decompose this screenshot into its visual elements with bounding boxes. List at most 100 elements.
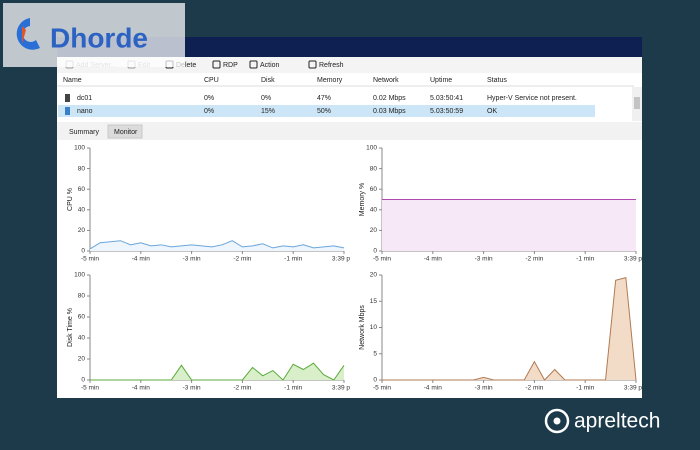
logo-icon-accent (22, 26, 26, 44)
row-highlight (58, 105, 595, 117)
y-tick-label: 20 (78, 356, 86, 363)
table-cell: 47% (317, 95, 331, 102)
column-header[interactable]: Network (373, 77, 399, 84)
brand-icon-dot (553, 417, 561, 425)
toolbar-button[interactable]: Refresh (319, 62, 344, 69)
x-tick-label: -2 min (233, 385, 251, 392)
brand-text: apreltech (574, 410, 660, 433)
area (90, 363, 344, 380)
y-tick-label: 40 (78, 207, 86, 214)
server-icon (65, 94, 70, 102)
x-tick-label: -1 min (576, 256, 594, 263)
y-tick-label: 80 (370, 165, 378, 172)
x-tick-label: -2 min (233, 256, 251, 263)
tab[interactable]: Monitor (114, 129, 138, 136)
tab[interactable]: Summary (69, 129, 99, 136)
column-header[interactable]: Status (487, 77, 507, 84)
y-tick-label: 20 (370, 272, 378, 279)
y-tick-label: 100 (74, 272, 85, 279)
y-tick-label: 10 (370, 324, 378, 331)
table-cell[interactable]: nano (77, 108, 93, 115)
x-tick-label: -3 min (475, 385, 493, 392)
table-cell: 50% (317, 108, 331, 115)
x-tick-label: 3:39 p (332, 385, 350, 392)
column-header[interactable]: Uptime (430, 77, 452, 84)
y-axis-label: Network Mbps (359, 305, 366, 350)
x-tick-label: -5 min (373, 256, 391, 263)
area (382, 199, 636, 251)
y-tick-label: 60 (370, 186, 378, 193)
y-tick-label: 80 (78, 165, 86, 172)
title-bar (57, 37, 642, 57)
x-tick-label: -5 min (81, 256, 99, 263)
column-header[interactable]: Memory (317, 77, 343, 84)
table-cell: 5.03:50:41 (430, 95, 463, 102)
x-tick-label: -5 min (81, 385, 99, 392)
x-tick-label: 3:39 p (332, 256, 350, 263)
x-tick-label: -1 min (284, 256, 302, 263)
toolbar-icon (249, 60, 258, 69)
logo-text: Dhorde (50, 22, 148, 53)
x-tick-label: 3:39 p (624, 385, 642, 392)
brand-icon (544, 408, 570, 434)
column-header[interactable]: Name (63, 77, 82, 84)
table-cell: OK (487, 108, 497, 115)
y-tick-label: 100 (366, 145, 377, 152)
table-cell: 0.03 Mbps (373, 108, 406, 115)
x-tick-label: -2 min (525, 256, 543, 263)
scroll-thumb[interactable] (634, 97, 640, 109)
x-tick-label: -3 min (475, 256, 493, 263)
table-cell: 15% (261, 108, 275, 115)
y-axis-label: Disk Time % (67, 308, 74, 347)
y-tick-label: 5 (373, 350, 377, 357)
y-tick-label: 60 (78, 314, 86, 321)
server-icon (65, 107, 70, 115)
x-tick-label: -3 min (183, 256, 201, 263)
x-tick-label: -3 min (183, 385, 201, 392)
y-axis-label: Memory % (359, 183, 366, 216)
y-tick-label: 15 (370, 298, 378, 305)
tab-strip (57, 122, 642, 140)
y-tick-label: 60 (78, 186, 86, 193)
x-tick-label: -1 min (284, 385, 302, 392)
table-cell: 0.02 Mbps (373, 95, 406, 102)
toolbar-button[interactable]: Action (260, 62, 280, 69)
column-header[interactable]: Disk (261, 77, 275, 84)
table-cell: 5.03:50:59 (430, 108, 463, 115)
series-line (89, 240, 345, 250)
table-cell[interactable]: dc01 (77, 95, 92, 102)
x-tick-label: -4 min (132, 256, 150, 263)
y-tick-label: 40 (78, 335, 86, 342)
y-tick-label: 20 (370, 227, 378, 234)
y-tick-label: 0 (373, 248, 377, 255)
area (382, 277, 636, 380)
table-cell: 0% (204, 108, 214, 115)
column-header[interactable]: CPU (204, 77, 219, 84)
x-tick-label: -5 min (373, 385, 391, 392)
table-cell: 0% (204, 95, 214, 102)
toolbar-button[interactable]: RDP (223, 62, 238, 69)
y-tick-label: 40 (370, 207, 378, 214)
table-cell: 0% (261, 95, 271, 102)
toolbar-icon (212, 60, 221, 69)
y-tick-label: 0 (81, 248, 85, 255)
toolbar-icon (308, 60, 317, 69)
x-tick-label: 3:39 p (624, 256, 642, 263)
y-axis-label: CPU % (67, 188, 74, 211)
x-tick-label: -4 min (424, 256, 442, 263)
y-tick-label: 80 (78, 293, 86, 300)
x-tick-label: -4 min (132, 385, 150, 392)
table-cell: Hyper-V Service not present. (487, 95, 577, 102)
y-tick-label: 20 (78, 227, 86, 234)
x-tick-label: -2 min (525, 385, 543, 392)
x-tick-label: -1 min (576, 385, 594, 392)
y-tick-label: 100 (74, 145, 85, 152)
series-line (382, 276, 637, 381)
toolbar-button[interactable]: Delete (176, 62, 196, 69)
logo-overlay (3, 3, 185, 67)
series-line (90, 362, 345, 381)
y-tick-label: 0 (81, 377, 85, 384)
y-tick-label: 0 (373, 377, 377, 384)
